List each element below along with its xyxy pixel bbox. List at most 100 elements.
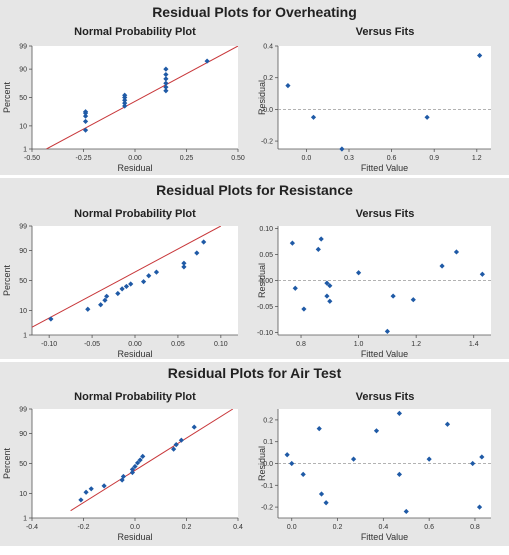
data-point — [316, 426, 322, 432]
data-point — [384, 328, 390, 334]
data-point — [479, 454, 485, 460]
data-point — [204, 58, 210, 64]
data-point — [178, 437, 184, 443]
y-tick-label: 99 — [19, 224, 27, 231]
figure-title: Residual Plots for Overheating — [152, 4, 357, 20]
x-tick-label: -0.10 — [41, 341, 57, 348]
data-point — [98, 302, 104, 308]
versus-fits-plot: Versus Fits 0.0 0.2 0.4 0.6 0.8 -0.2 -0.1 0.0 0.1… — [257, 391, 491, 542]
figure-panel-2: Residual Plots for Resistance Normal Prob… — [0, 178, 509, 359]
x-tick-label: 0.8 — [470, 524, 480, 531]
data-point — [477, 52, 483, 59]
data-point — [83, 489, 89, 495]
y-tick-label: 1 — [23, 147, 27, 154]
data-point — [82, 109, 89, 115]
x-tick-label: 0.4 — [233, 524, 243, 531]
x-tick-label: -0.25 — [76, 155, 92, 162]
data-point — [78, 497, 84, 503]
y-tick-label: 1 — [23, 516, 27, 523]
data-point — [453, 249, 460, 255]
x-axis-label: Fitted Value — [361, 532, 408, 542]
y-tick-label: 10 — [19, 491, 27, 498]
data-point — [470, 460, 476, 467]
y-tick-label: 90 — [19, 248, 27, 255]
normal-probability-plot: Normal Probability Plot -0.4 -0.2 0.0 0.2 0.4… — [2, 391, 243, 542]
data-point — [88, 486, 94, 492]
y-tick-label: 99 — [19, 407, 27, 414]
y-axis-label: Percent — [2, 447, 12, 479]
y-tick-label: 0.05 — [259, 252, 273, 259]
y-tick-label: 0.4 — [263, 44, 273, 51]
data-point — [479, 271, 485, 277]
data-point — [318, 236, 324, 242]
plot-area — [32, 226, 238, 335]
figure-title: Residual Plots for Resistance — [156, 182, 353, 198]
x-tick-label: 0.4 — [378, 524, 388, 531]
data-point — [310, 114, 317, 120]
y-tick-label: 50 — [19, 278, 27, 285]
x-tick-label: -0.05 — [84, 341, 100, 348]
plot-subtitle: Versus Fits — [356, 208, 415, 220]
data-point — [181, 260, 187, 266]
plot-subtitle: Versus Fits — [356, 391, 415, 403]
plot-area — [32, 46, 238, 149]
data-point — [123, 283, 130, 290]
data-point — [122, 92, 128, 98]
y-tick-label: 90 — [19, 67, 27, 74]
x-tick-label: 0.2 — [333, 524, 343, 531]
y-tick-label: 0.2 — [263, 75, 273, 82]
data-point — [390, 293, 396, 299]
fit-line — [32, 226, 222, 328]
data-point — [339, 146, 345, 152]
x-axis-label: Residual — [117, 163, 152, 173]
x-tick-label: 1.2 — [411, 341, 421, 348]
data-point — [301, 306, 307, 312]
data-point — [444, 421, 451, 427]
y-tick-label: 0.00 — [259, 278, 273, 285]
plot-subtitle: Normal Probability Plot — [74, 208, 196, 220]
y-tick-label: -0.2 — [261, 139, 273, 146]
normal-probability-plot: Normal Probability Plot -0.10 -0.05 0.00 0.0… — [2, 208, 238, 359]
y-tick-label: 0.0 — [263, 107, 273, 114]
versus-fits-plot: Versus Fits 0.8 1.0 1.2 1.4 -0.10 -0.05 0.00 0.0… — [257, 208, 491, 359]
data-point — [355, 270, 362, 276]
y-axis-label: Residual — [257, 263, 267, 298]
y-tick-label: 0.2 — [263, 417, 273, 424]
y-tick-label: -0.2 — [261, 505, 273, 512]
data-point — [129, 466, 136, 473]
data-point — [324, 280, 330, 286]
x-tick-label: 0.0 — [302, 155, 312, 162]
x-tick-label: 1.4 — [469, 341, 479, 348]
data-point — [120, 473, 127, 480]
data-point — [122, 97, 128, 103]
data-point — [173, 442, 179, 448]
x-tick-label: 1.2 — [472, 155, 482, 162]
x-tick-label: 0.6 — [387, 155, 397, 162]
y-tick-label: 0.1 — [263, 439, 273, 446]
x-tick-label: 0.6 — [424, 524, 434, 531]
data-point — [171, 446, 177, 452]
data-point — [181, 264, 187, 270]
y-tick-label: 50 — [19, 461, 27, 468]
data-point — [104, 293, 110, 299]
x-tick-label: 0.3 — [344, 155, 354, 162]
plot-area — [278, 46, 491, 149]
figure-panel-3: Residual Plots for Air Test Normal Probab… — [0, 362, 509, 546]
y-tick-label: 99 — [19, 44, 27, 51]
y-tick-label: -0.10 — [257, 330, 273, 337]
data-point — [101, 483, 107, 489]
data-point — [134, 460, 141, 466]
data-point — [194, 250, 200, 256]
data-point — [424, 114, 430, 120]
y-tick-label: 10 — [19, 123, 27, 130]
plot-subtitle: Versus Fits — [356, 26, 415, 38]
x-tick-label: 0.00 — [128, 155, 142, 162]
versus-fits-plot: Versus Fits 0.0 0.3 0.6 0.9 1.2 -0.2 0.0 0.2 0.4 F… — [257, 26, 491, 173]
data-point — [82, 127, 89, 133]
data-point — [327, 283, 333, 289]
data-point — [284, 452, 290, 458]
data-point — [163, 71, 169, 78]
figure-panel-1: Residual Plots for Overheating Normal Pro… — [0, 0, 509, 175]
data-point — [300, 471, 306, 477]
data-point — [396, 471, 402, 477]
